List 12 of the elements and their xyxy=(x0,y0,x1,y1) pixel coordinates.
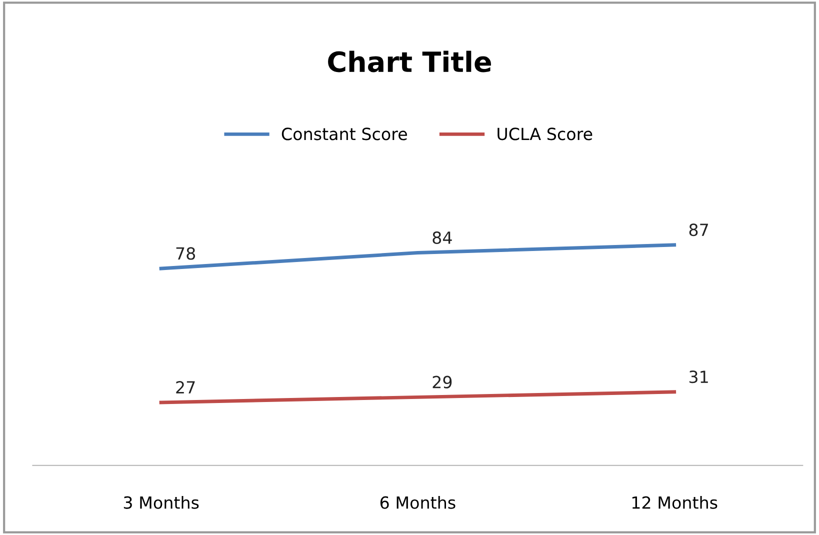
data-label: 31 xyxy=(689,370,708,384)
data-label: 29 xyxy=(432,376,452,388)
legend-label: UCLA Score xyxy=(498,128,592,140)
data-label: 27 xyxy=(176,381,195,394)
x-tick-label: 3 Months xyxy=(124,496,199,509)
x-tick-label: 12 Months xyxy=(632,496,718,509)
data-label: 78 xyxy=(176,247,196,260)
legend-label: Constant Score xyxy=(282,128,407,140)
chart-title: Chart Title xyxy=(328,50,491,72)
data-label: 87 xyxy=(689,224,708,236)
data-label: 84 xyxy=(432,231,452,244)
x-tick-label: 6 Months xyxy=(380,496,456,509)
